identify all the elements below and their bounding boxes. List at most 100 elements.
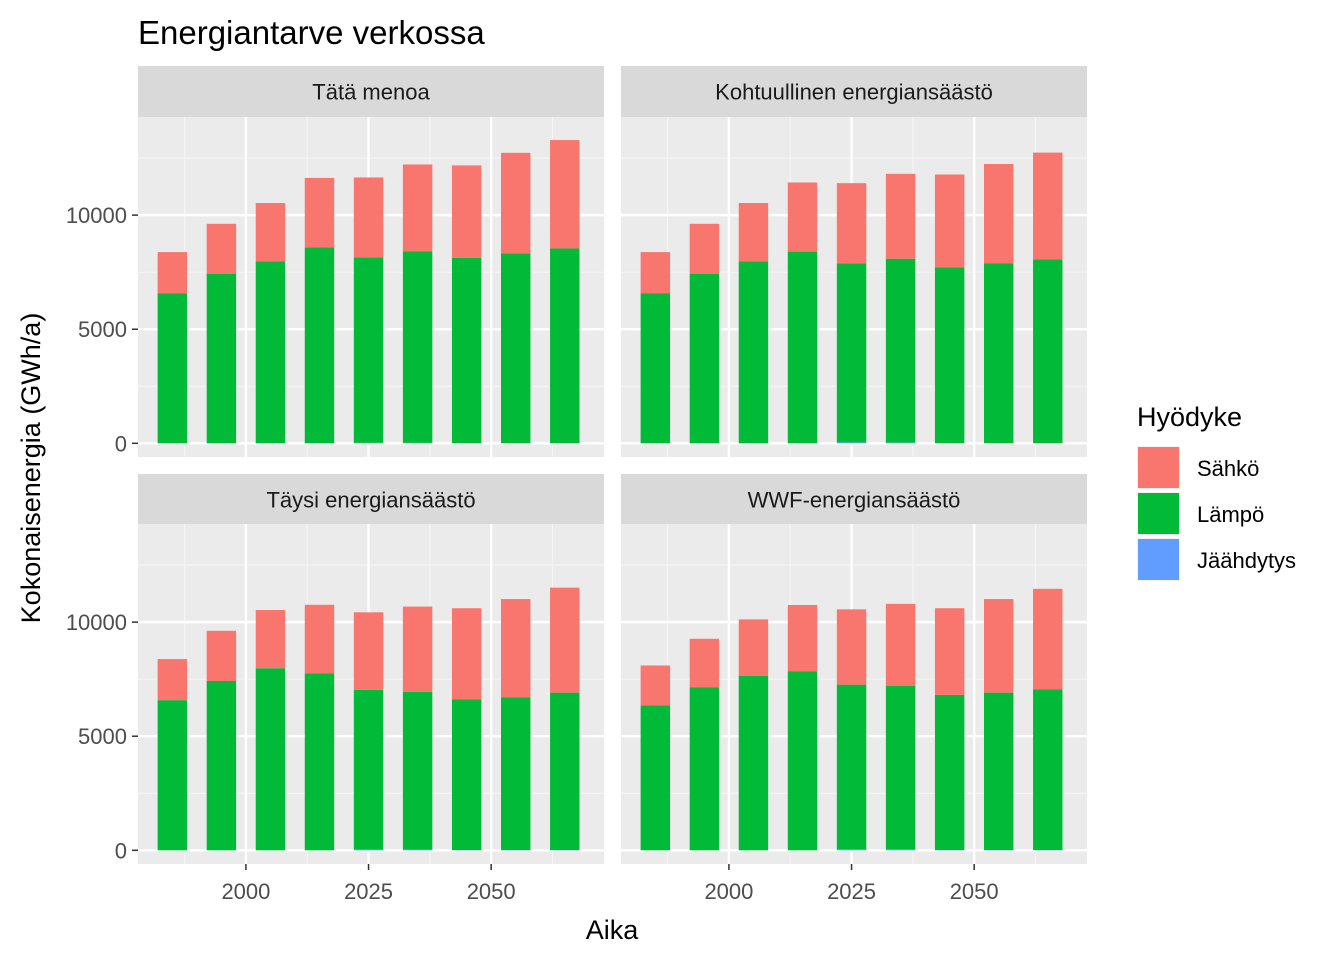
bar-segment bbox=[402, 691, 433, 850]
bar-segment bbox=[500, 152, 531, 254]
bar-segment bbox=[206, 223, 237, 274]
bar-segment bbox=[500, 253, 531, 444]
bar-segment bbox=[157, 293, 188, 444]
bar-segment bbox=[738, 619, 769, 676]
bar-segment bbox=[885, 603, 916, 687]
bar-segment bbox=[640, 705, 671, 851]
bar-segment bbox=[885, 173, 916, 259]
y-tick-label: 0 bbox=[115, 431, 127, 456]
bar-segment bbox=[836, 609, 867, 685]
bar-segment bbox=[500, 697, 531, 851]
bar-segment bbox=[550, 248, 580, 444]
bar-segment bbox=[255, 610, 286, 669]
bar-segment bbox=[255, 203, 286, 262]
bar-segment bbox=[304, 177, 335, 248]
facet-panel: Täysi energiansäästö bbox=[138, 474, 604, 864]
y-axis-label: Kokonaisenergia (GWh/a) bbox=[16, 313, 46, 624]
bar-segment bbox=[738, 261, 769, 444]
bar-segment bbox=[689, 273, 720, 444]
y-tick-label: 10000 bbox=[66, 203, 127, 228]
facet-strip bbox=[138, 474, 604, 525]
facet-strip-label: Tätä menoa bbox=[312, 80, 430, 105]
bar-segment bbox=[550, 587, 580, 693]
bar-segment bbox=[500, 599, 531, 698]
bar-segment bbox=[836, 442, 867, 444]
bar-segment bbox=[206, 680, 237, 851]
bar-segment bbox=[885, 442, 916, 444]
bar-segment bbox=[206, 273, 237, 444]
chart-title: Energiantarve verkossa bbox=[138, 14, 485, 51]
legend-title: Hyödyke bbox=[1137, 402, 1242, 432]
bar-segment bbox=[451, 608, 482, 700]
y-axis: 0 5000 10000 0 5000 10000 bbox=[66, 203, 138, 863]
bar-segment bbox=[1033, 588, 1063, 690]
bar-segment bbox=[255, 261, 286, 444]
bar-segment bbox=[983, 263, 1014, 444]
bar-segment bbox=[550, 140, 580, 249]
x-tick-label: 2000 bbox=[221, 879, 270, 904]
bar-segment bbox=[402, 164, 433, 252]
bar-segment bbox=[836, 849, 867, 851]
bar-segment bbox=[157, 700, 188, 851]
facet-strip-label: Kohtuullinen energiansäästö bbox=[715, 80, 993, 105]
facet-panel: WWF-energiansäästö bbox=[621, 474, 1087, 864]
x-tick-label: 2050 bbox=[467, 879, 516, 904]
x-tick-label: 2000 bbox=[704, 879, 753, 904]
bar-segment bbox=[836, 263, 867, 443]
facet-strip bbox=[621, 66, 1087, 117]
x-axis: 2000 2025 2050 2000 2025 2050 bbox=[221, 864, 999, 904]
bar-segment bbox=[934, 267, 965, 444]
facet-panel: Kohtuullinen energiansäästö bbox=[621, 66, 1087, 457]
bar-segment bbox=[983, 599, 1014, 693]
bar-segment bbox=[353, 689, 384, 850]
bar-segment bbox=[885, 686, 916, 850]
x-tick-label: 2050 bbox=[950, 879, 999, 904]
bar-segment bbox=[353, 177, 384, 258]
bar-segment bbox=[738, 675, 769, 851]
y-tick-label: 10000 bbox=[66, 610, 127, 635]
bar-segment bbox=[550, 692, 580, 851]
bar-segment bbox=[640, 665, 671, 706]
facet-strip bbox=[621, 474, 1087, 525]
bar-segment bbox=[157, 659, 188, 701]
facet-strip-label: Täysi energiansäästö bbox=[266, 488, 475, 513]
bar-segment bbox=[885, 258, 916, 443]
bar-segment bbox=[206, 630, 237, 681]
bar-segment bbox=[451, 165, 482, 258]
facet-panel: Tätä menoa bbox=[138, 66, 604, 457]
bar-segment bbox=[353, 257, 384, 443]
bar-segment bbox=[157, 252, 188, 294]
y-tick-label: 0 bbox=[115, 838, 127, 863]
legend-swatch bbox=[1138, 493, 1179, 534]
bar-segment bbox=[1033, 689, 1063, 851]
bar-segment bbox=[787, 605, 818, 672]
bar-segment bbox=[934, 608, 965, 695]
bar-segment bbox=[836, 183, 867, 264]
bar-segment bbox=[787, 182, 818, 252]
x-tick-label: 2025 bbox=[344, 879, 393, 904]
y-tick-label: 5000 bbox=[78, 724, 127, 749]
bar-segment bbox=[983, 692, 1014, 851]
bar-segment bbox=[689, 223, 720, 274]
bar-segment bbox=[402, 849, 433, 851]
bar-segment bbox=[304, 604, 335, 674]
bar-segment bbox=[640, 252, 671, 294]
legend-swatch bbox=[1138, 447, 1179, 488]
legend: Hyödyke Sähkö Lämpö Jäähdytys bbox=[1137, 402, 1296, 581]
x-tick-label: 2025 bbox=[827, 879, 876, 904]
bar-segment bbox=[934, 694, 965, 851]
bar-segment bbox=[983, 164, 1014, 264]
y-tick-label: 5000 bbox=[78, 317, 127, 342]
bar-segment bbox=[787, 671, 818, 851]
bar-segment bbox=[836, 684, 867, 850]
bar-segment bbox=[402, 251, 433, 443]
bar-segment bbox=[353, 849, 384, 851]
bar-segment bbox=[304, 247, 335, 444]
bar-segment bbox=[255, 668, 286, 851]
bar-segment bbox=[353, 612, 384, 690]
facet-strip bbox=[138, 66, 604, 117]
bar-segment bbox=[451, 699, 482, 851]
bar-segment bbox=[1033, 152, 1063, 260]
bar-segment bbox=[934, 174, 965, 268]
